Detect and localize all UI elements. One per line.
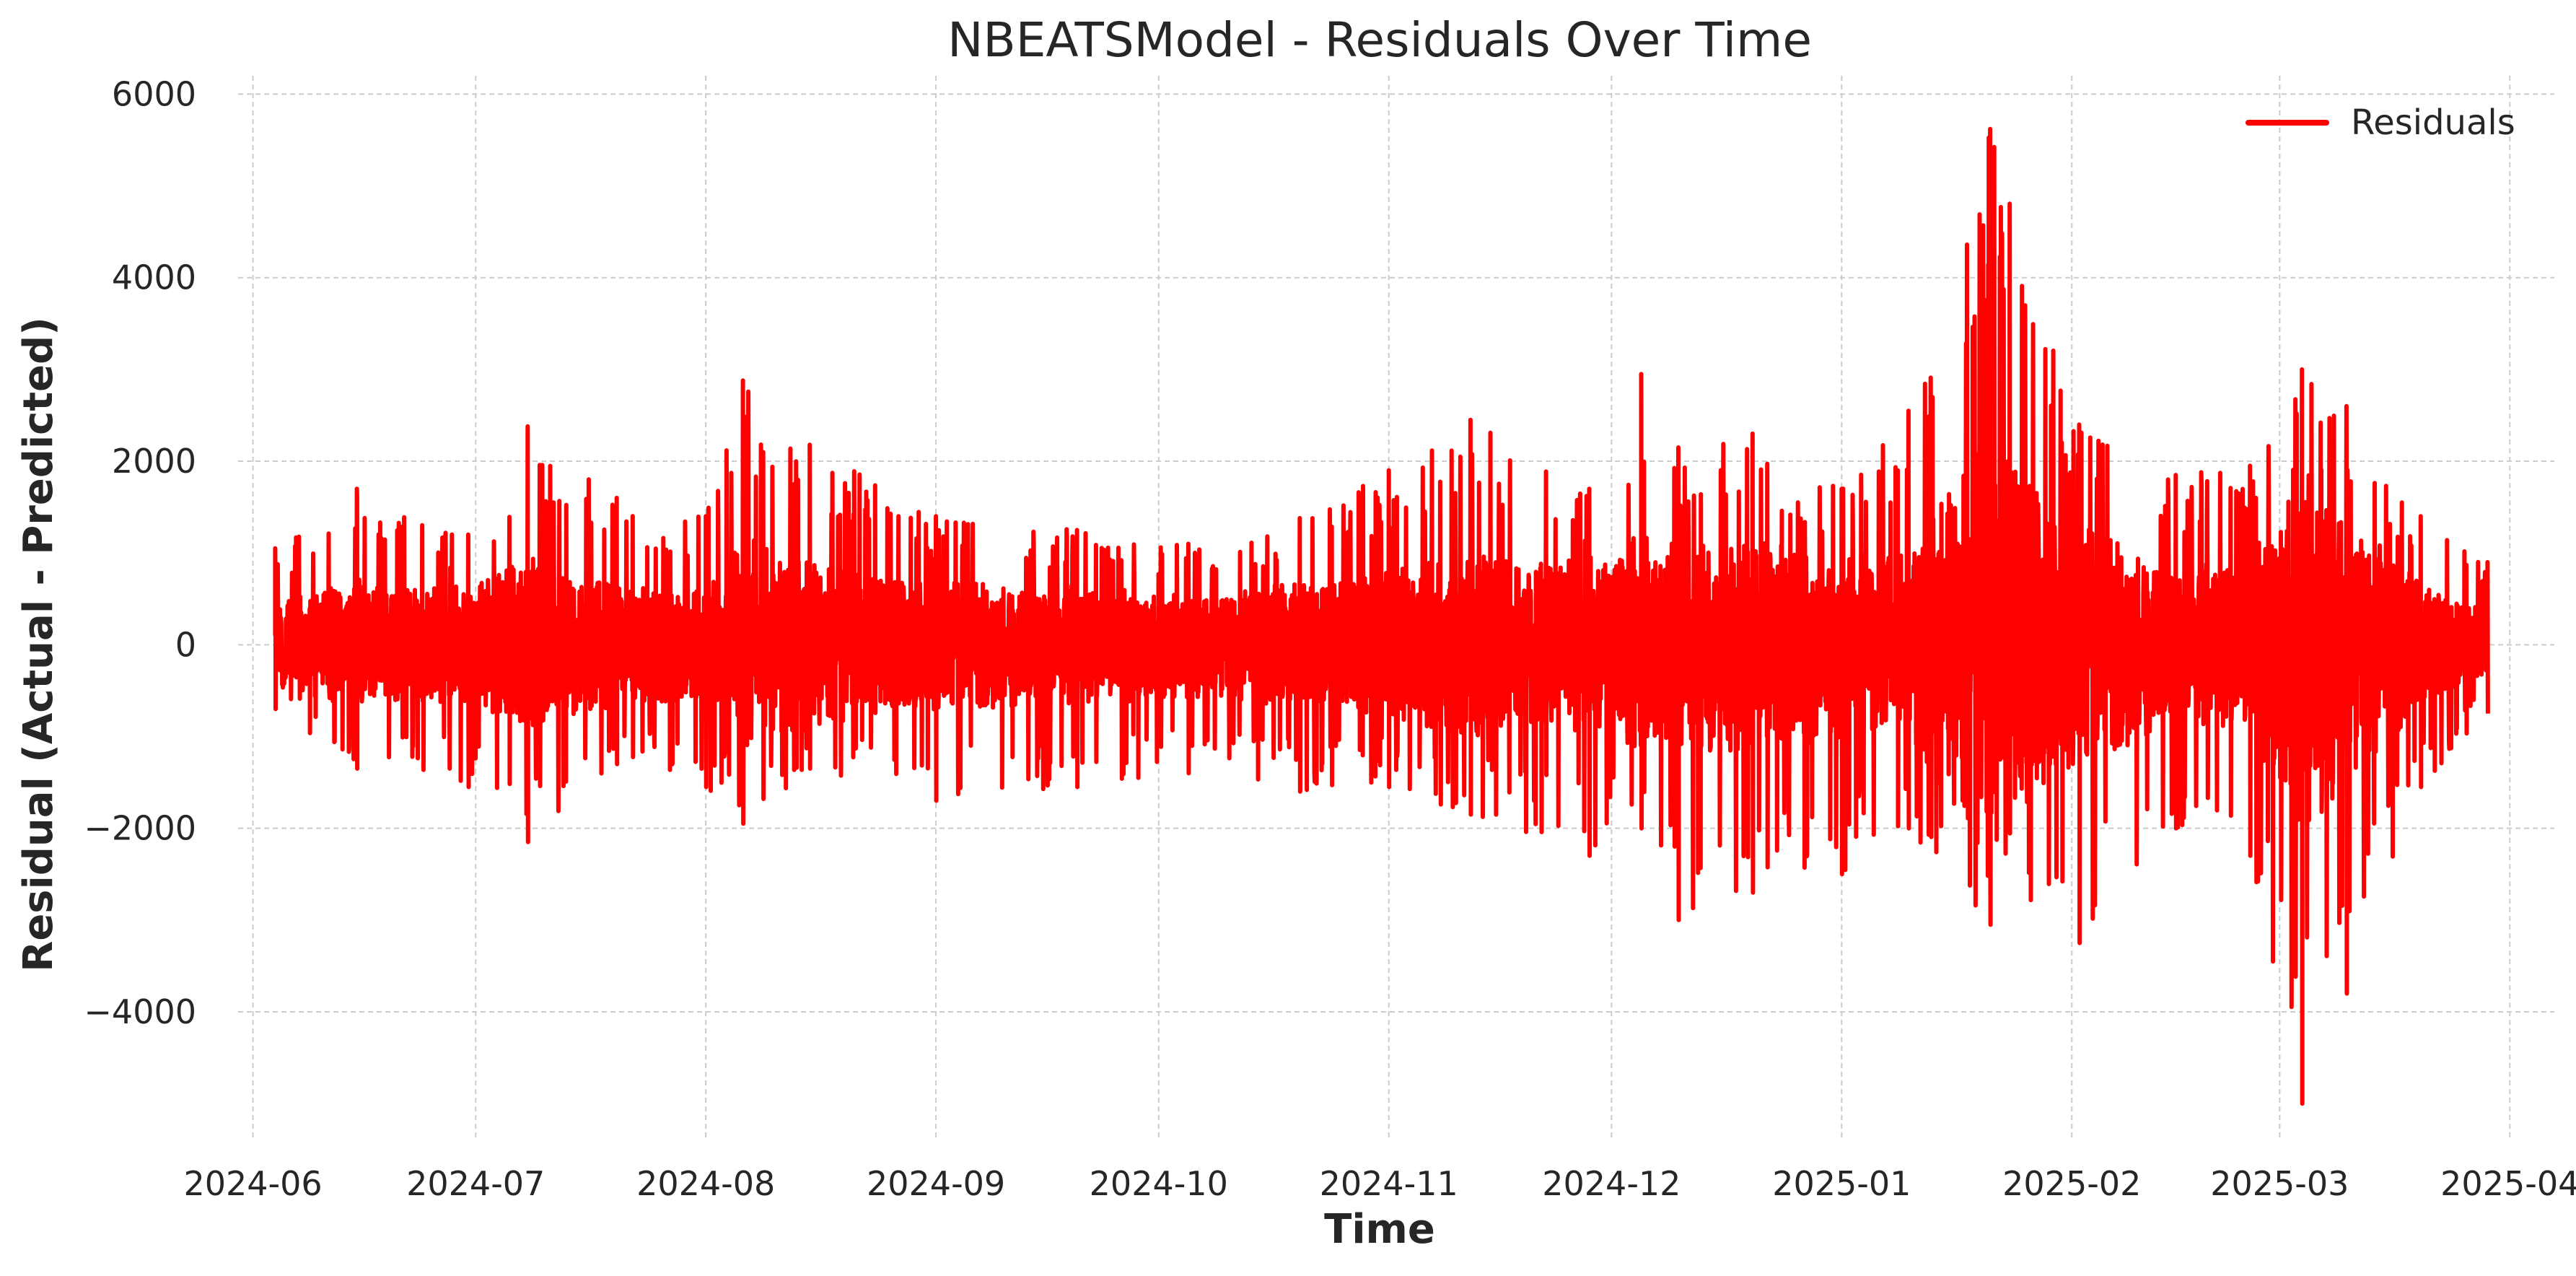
y-tick-label: 2000 [112, 442, 196, 481]
y-tick-label: 0 [175, 625, 196, 664]
y-tick-label: −4000 [84, 992, 196, 1031]
series-residuals [273, 126, 2490, 1106]
x-tick-label: 2024-09 [867, 1164, 1005, 1203]
residuals-line [273, 126, 2490, 1106]
y-tick-label: −2000 [84, 809, 196, 848]
x-tick-label: 2024-06 [183, 1164, 322, 1203]
axes: 2024-06 2024-07 2024-08 2024-09 2024-10 2024-… [84, 74, 2576, 1203]
y-axis-title: Residual (Actual - Predicted) [15, 317, 62, 972]
x-tick-label: 2025-01 [1772, 1164, 1911, 1203]
x-tick-label: 2024-12 [1542, 1164, 1681, 1203]
x-tick-label: 2025-03 [2210, 1164, 2349, 1203]
y-tick-label: 6000 [112, 74, 196, 113]
y-tick-label: 4000 [112, 258, 196, 297]
x-tick-label: 2024-08 [636, 1164, 775, 1203]
chart-title: NBEATSModel - Residuals Over Time [947, 12, 1812, 68]
x-tick-label: 2025-04 [2440, 1164, 2576, 1203]
x-tick-label: 2024-07 [406, 1164, 545, 1203]
x-axis-title: Time [1324, 1206, 1435, 1253]
x-tick-label: 2025-02 [2002, 1164, 2141, 1203]
legend-label-residuals: Residuals [2351, 102, 2515, 143]
x-tick-label: 2024-10 [1090, 1164, 1228, 1203]
legend: Residuals [2246, 102, 2515, 143]
x-tick-label: 2024-11 [1320, 1164, 1458, 1203]
